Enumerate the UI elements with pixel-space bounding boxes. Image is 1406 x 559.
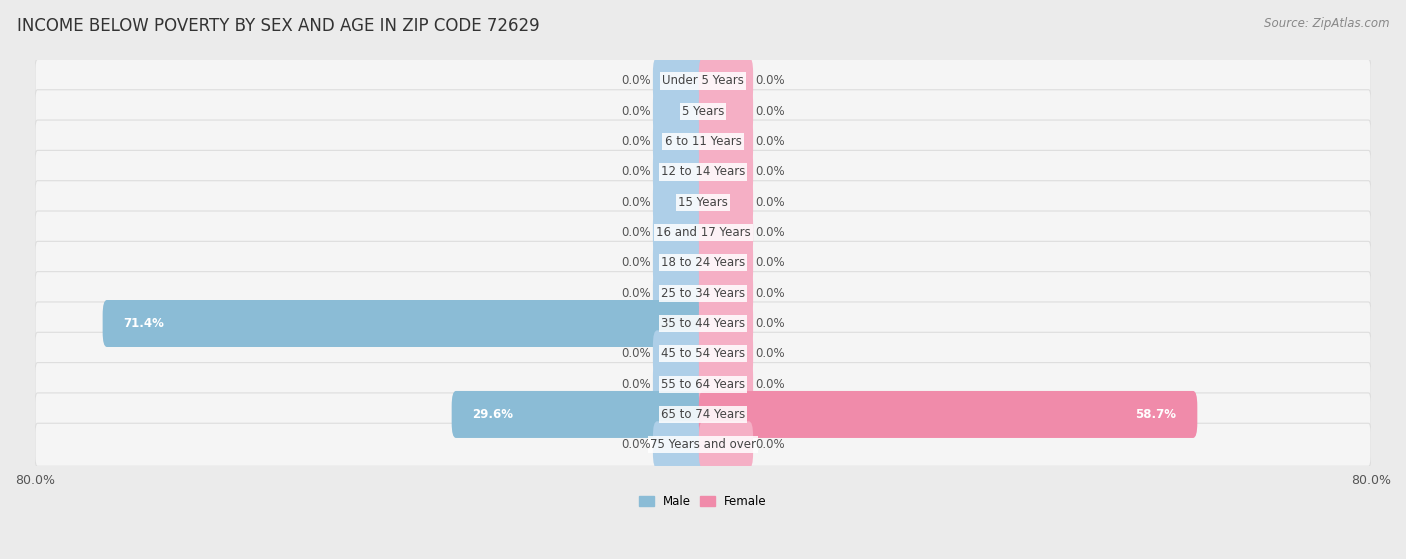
FancyBboxPatch shape xyxy=(35,302,1371,345)
Text: 65 to 74 Years: 65 to 74 Years xyxy=(661,408,745,421)
FancyBboxPatch shape xyxy=(652,239,707,286)
Text: 75 Years and over: 75 Years and over xyxy=(650,438,756,451)
FancyBboxPatch shape xyxy=(699,118,754,165)
FancyBboxPatch shape xyxy=(35,120,1371,163)
Text: 58.7%: 58.7% xyxy=(1136,408,1177,421)
Text: 0.0%: 0.0% xyxy=(755,105,785,118)
Text: 0.0%: 0.0% xyxy=(755,438,785,451)
Text: 15 Years: 15 Years xyxy=(678,196,728,209)
Text: 35 to 44 Years: 35 to 44 Years xyxy=(661,317,745,330)
FancyBboxPatch shape xyxy=(699,209,754,256)
FancyBboxPatch shape xyxy=(35,211,1371,254)
Text: 0.0%: 0.0% xyxy=(755,378,785,391)
FancyBboxPatch shape xyxy=(652,269,707,317)
Text: 0.0%: 0.0% xyxy=(621,105,651,118)
FancyBboxPatch shape xyxy=(699,421,754,468)
Text: 0.0%: 0.0% xyxy=(621,378,651,391)
FancyBboxPatch shape xyxy=(35,332,1371,375)
FancyBboxPatch shape xyxy=(699,148,754,196)
Text: 29.6%: 29.6% xyxy=(472,408,513,421)
FancyBboxPatch shape xyxy=(652,421,707,468)
FancyBboxPatch shape xyxy=(652,58,707,105)
FancyBboxPatch shape xyxy=(699,391,1198,438)
FancyBboxPatch shape xyxy=(35,241,1371,285)
FancyBboxPatch shape xyxy=(699,88,754,135)
Text: Under 5 Years: Under 5 Years xyxy=(662,74,744,87)
Text: 0.0%: 0.0% xyxy=(755,196,785,209)
Text: 0.0%: 0.0% xyxy=(621,438,651,451)
Text: Source: ZipAtlas.com: Source: ZipAtlas.com xyxy=(1264,17,1389,30)
FancyBboxPatch shape xyxy=(652,148,707,196)
Text: 6 to 11 Years: 6 to 11 Years xyxy=(665,135,741,148)
FancyBboxPatch shape xyxy=(451,391,707,438)
FancyBboxPatch shape xyxy=(699,330,754,377)
FancyBboxPatch shape xyxy=(699,300,754,347)
FancyBboxPatch shape xyxy=(35,90,1371,133)
FancyBboxPatch shape xyxy=(35,363,1371,406)
Text: 0.0%: 0.0% xyxy=(755,347,785,361)
FancyBboxPatch shape xyxy=(699,58,754,105)
Text: 0.0%: 0.0% xyxy=(621,257,651,269)
FancyBboxPatch shape xyxy=(699,179,754,226)
Text: 0.0%: 0.0% xyxy=(621,347,651,361)
Text: 25 to 34 Years: 25 to 34 Years xyxy=(661,287,745,300)
FancyBboxPatch shape xyxy=(699,239,754,286)
FancyBboxPatch shape xyxy=(699,269,754,317)
Legend: Male, Female: Male, Female xyxy=(634,490,772,513)
Text: 0.0%: 0.0% xyxy=(621,165,651,178)
FancyBboxPatch shape xyxy=(35,150,1371,193)
Text: 18 to 24 Years: 18 to 24 Years xyxy=(661,257,745,269)
Text: 0.0%: 0.0% xyxy=(755,74,785,87)
Text: 0.0%: 0.0% xyxy=(755,287,785,300)
Text: 16 and 17 Years: 16 and 17 Years xyxy=(655,226,751,239)
FancyBboxPatch shape xyxy=(652,88,707,135)
Text: 0.0%: 0.0% xyxy=(755,226,785,239)
Text: 0.0%: 0.0% xyxy=(621,196,651,209)
Text: 0.0%: 0.0% xyxy=(755,165,785,178)
Text: 0.0%: 0.0% xyxy=(755,257,785,269)
FancyBboxPatch shape xyxy=(35,393,1371,436)
FancyBboxPatch shape xyxy=(652,330,707,377)
FancyBboxPatch shape xyxy=(652,118,707,165)
FancyBboxPatch shape xyxy=(652,209,707,256)
Text: INCOME BELOW POVERTY BY SEX AND AGE IN ZIP CODE 72629: INCOME BELOW POVERTY BY SEX AND AGE IN Z… xyxy=(17,17,540,35)
FancyBboxPatch shape xyxy=(699,361,754,408)
Text: 0.0%: 0.0% xyxy=(755,135,785,148)
Text: 0.0%: 0.0% xyxy=(621,226,651,239)
FancyBboxPatch shape xyxy=(103,300,707,347)
Text: 0.0%: 0.0% xyxy=(755,317,785,330)
FancyBboxPatch shape xyxy=(35,59,1371,102)
Text: 71.4%: 71.4% xyxy=(124,317,165,330)
Text: 12 to 14 Years: 12 to 14 Years xyxy=(661,165,745,178)
FancyBboxPatch shape xyxy=(652,179,707,226)
Text: 45 to 54 Years: 45 to 54 Years xyxy=(661,347,745,361)
FancyBboxPatch shape xyxy=(652,361,707,408)
Text: 0.0%: 0.0% xyxy=(621,287,651,300)
FancyBboxPatch shape xyxy=(35,181,1371,224)
Text: 0.0%: 0.0% xyxy=(621,74,651,87)
FancyBboxPatch shape xyxy=(35,423,1371,466)
Text: 55 to 64 Years: 55 to 64 Years xyxy=(661,378,745,391)
Text: 5 Years: 5 Years xyxy=(682,105,724,118)
FancyBboxPatch shape xyxy=(35,272,1371,315)
Text: 0.0%: 0.0% xyxy=(621,135,651,148)
